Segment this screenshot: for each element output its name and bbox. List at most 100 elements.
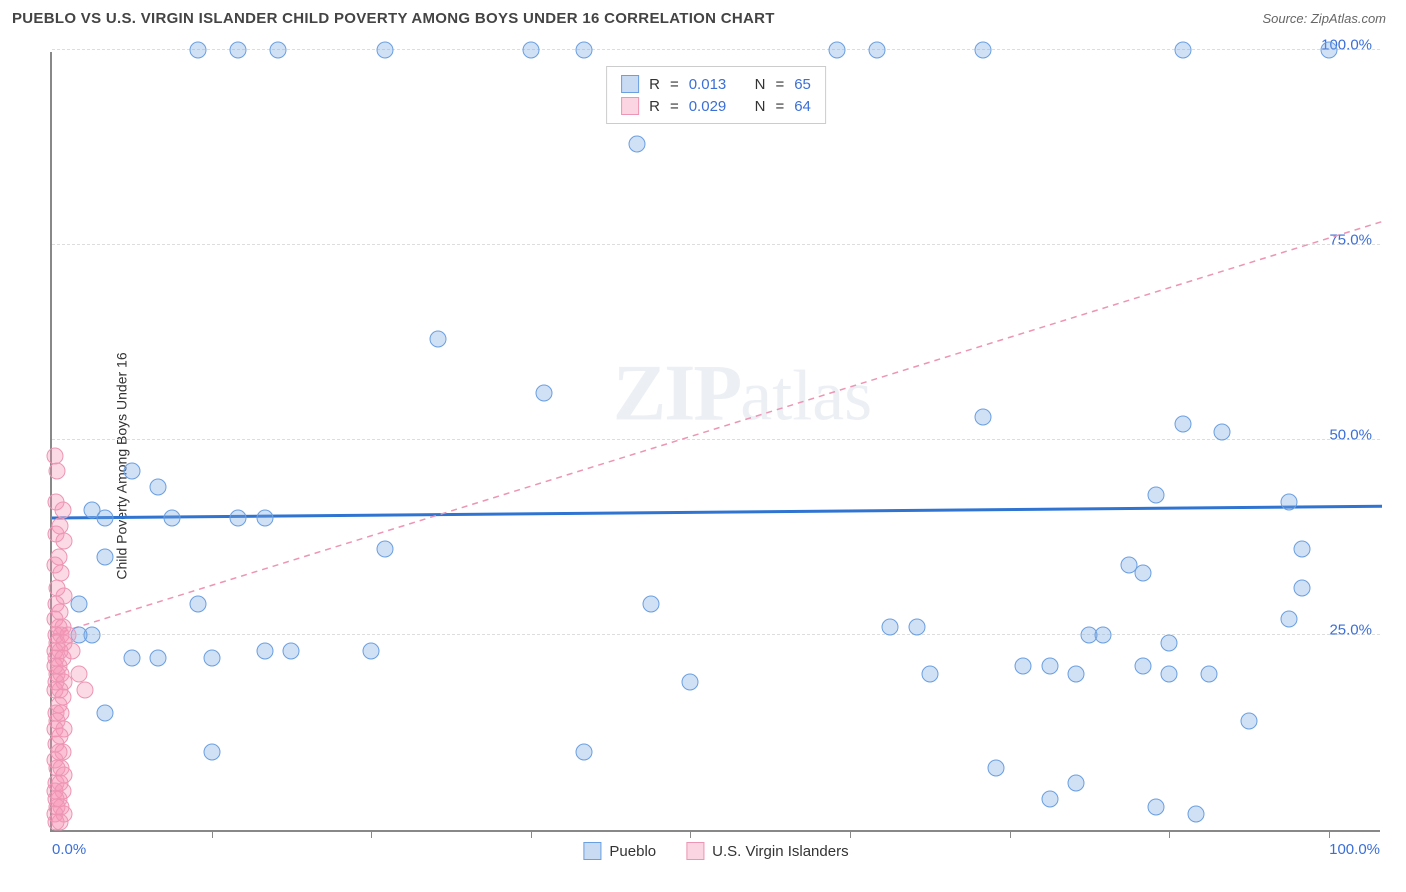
scatter-point	[1280, 611, 1297, 628]
x-tick	[531, 830, 532, 838]
scatter-point	[1041, 790, 1058, 807]
x-axis-min-label: 0.0%	[52, 841, 86, 858]
scatter-point	[1294, 541, 1311, 558]
scatter-point	[1161, 634, 1178, 651]
scatter-point	[1280, 494, 1297, 511]
scatter-point	[150, 650, 167, 667]
scatter-point	[55, 533, 72, 550]
n-value-pueblo: 65	[794, 76, 811, 93]
scatter-point	[682, 673, 699, 690]
scatter-point	[54, 502, 71, 519]
scatter-point	[1161, 666, 1178, 683]
scatter-point	[1214, 424, 1231, 441]
scatter-point	[1294, 580, 1311, 597]
scatter-point	[163, 510, 180, 527]
scatter-point	[1174, 416, 1191, 433]
scatter-point	[203, 744, 220, 761]
scatter-point	[921, 666, 938, 683]
chart-title: PUEBLO VS U.S. VIRGIN ISLANDER CHILD POV…	[12, 10, 775, 27]
scatter-point	[97, 549, 114, 566]
x-tick	[1169, 830, 1170, 838]
trend-lines	[52, 50, 1382, 830]
scatter-point	[190, 595, 207, 612]
scatter-point	[1174, 42, 1191, 59]
legend-swatch-blue	[583, 842, 601, 860]
scatter-point	[522, 42, 539, 59]
gridline-h	[52, 439, 1380, 440]
scatter-point	[1187, 806, 1204, 823]
scatter-point	[59, 627, 76, 644]
legend: Pueblo U.S. Virgin Islanders	[583, 842, 848, 860]
scatter-point	[1134, 658, 1151, 675]
scatter-point	[49, 463, 66, 480]
gridline-h	[52, 244, 1380, 245]
x-tick	[371, 830, 372, 838]
scatter-point	[256, 642, 273, 659]
scatter-point	[123, 463, 140, 480]
scatter-point	[77, 681, 94, 698]
swatch-blue	[621, 75, 639, 93]
scatter-point	[576, 42, 593, 59]
scatter-point	[70, 666, 87, 683]
stats-row-pueblo: R = 0.013 N = 65	[621, 73, 811, 95]
r-value-usvi: 0.029	[689, 98, 727, 115]
scatter-point	[70, 595, 87, 612]
scatter-point	[975, 408, 992, 425]
scatter-point	[376, 541, 393, 558]
scatter-point	[97, 705, 114, 722]
scatter-point	[1041, 658, 1058, 675]
scatter-point	[150, 478, 167, 495]
x-tick	[850, 830, 851, 838]
scatter-point	[1068, 775, 1085, 792]
y-tick-label: 50.0%	[1329, 427, 1372, 444]
x-tick	[1010, 830, 1011, 838]
scatter-point	[363, 642, 380, 659]
source-attribution: Source: ZipAtlas.com	[1262, 11, 1386, 26]
scatter-point	[1147, 798, 1164, 815]
scatter-point	[53, 564, 70, 581]
scatter-point	[283, 642, 300, 659]
scatter-point	[908, 619, 925, 636]
legend-swatch-pink	[686, 842, 704, 860]
correlation-stats-box: R = 0.013 N = 65 R = 0.029 N = 64	[606, 66, 826, 124]
scatter-point	[190, 42, 207, 59]
scatter-point	[230, 42, 247, 59]
r-value-pueblo: 0.013	[689, 76, 727, 93]
scatter-point	[1068, 666, 1085, 683]
plot-area: ZIPatlas R = 0.013 N = 65 R = 0.029 N =	[50, 52, 1380, 832]
scatter-point	[828, 42, 845, 59]
scatter-point	[629, 135, 646, 152]
scatter-point	[270, 42, 287, 59]
scatter-point	[256, 510, 273, 527]
scatter-point	[1201, 666, 1218, 683]
y-tick-label: 25.0%	[1329, 622, 1372, 639]
scatter-point	[975, 42, 992, 59]
scatter-point	[1320, 42, 1337, 59]
legend-item-pueblo: Pueblo	[583, 842, 656, 860]
scatter-point	[988, 759, 1005, 776]
stats-row-usvi: R = 0.029 N = 64	[621, 95, 811, 117]
header: PUEBLO VS U.S. VIRGIN ISLANDER CHILD POV…	[0, 0, 1406, 33]
x-tick	[690, 830, 691, 838]
chart-container: Child Poverty Among Boys Under 16 ZIPatl…	[0, 40, 1406, 892]
scatter-point	[1014, 658, 1031, 675]
legend-label-pueblo: Pueblo	[609, 843, 656, 860]
scatter-point	[123, 650, 140, 667]
scatter-point	[1134, 564, 1151, 581]
scatter-point	[881, 619, 898, 636]
scatter-point	[203, 650, 220, 667]
x-tick	[212, 830, 213, 838]
legend-item-usvi: U.S. Virgin Islanders	[686, 842, 848, 860]
y-tick-label: 75.0%	[1329, 232, 1372, 249]
scatter-point	[63, 642, 80, 659]
scatter-point	[47, 814, 64, 831]
scatter-point	[230, 510, 247, 527]
n-value-usvi: 64	[794, 98, 811, 115]
x-axis-max-label: 100.0%	[1329, 841, 1380, 858]
scatter-point	[576, 744, 593, 761]
scatter-point	[429, 330, 446, 347]
legend-label-usvi: U.S. Virgin Islanders	[712, 843, 848, 860]
x-tick	[1329, 830, 1330, 838]
scatter-point	[1094, 627, 1111, 644]
scatter-point	[97, 510, 114, 527]
